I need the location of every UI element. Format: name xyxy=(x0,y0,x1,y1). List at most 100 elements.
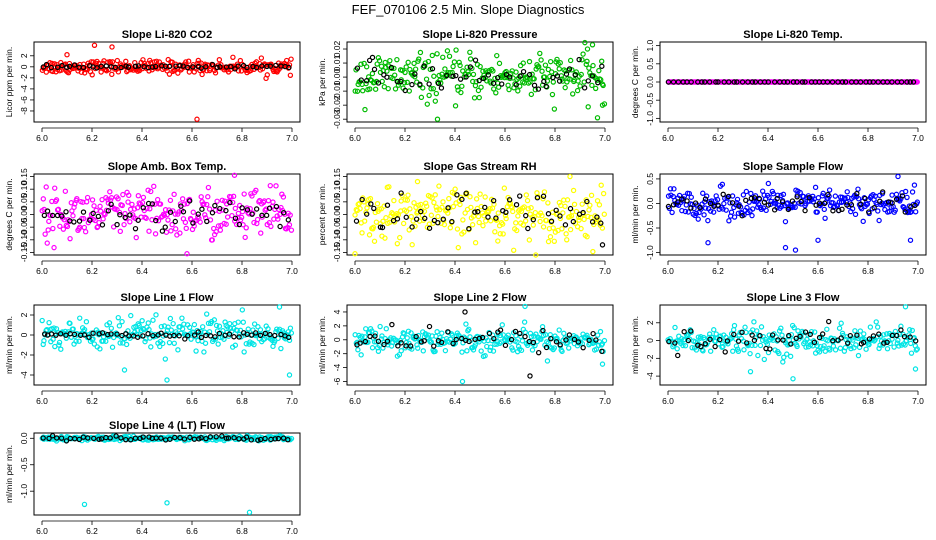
data-point xyxy=(153,58,160,64)
data-point-highlight xyxy=(98,63,104,69)
data-point xyxy=(267,182,273,189)
data-point-highlight xyxy=(181,436,188,442)
data-point-highlight xyxy=(453,72,459,79)
data-point-highlight xyxy=(223,207,229,214)
data-point-outlier xyxy=(184,251,190,257)
data-point-highlight xyxy=(665,79,672,85)
data-point-highlight xyxy=(692,200,699,206)
data-point xyxy=(494,52,500,59)
data-point xyxy=(510,208,516,215)
data-point-highlight xyxy=(46,435,52,442)
data-point-highlight xyxy=(105,208,111,214)
data-point-highlight xyxy=(485,214,491,220)
data-point-highlight xyxy=(702,196,709,202)
data-point xyxy=(562,84,568,91)
data-point-highlight xyxy=(731,331,737,338)
data-point xyxy=(212,70,219,76)
data-point-highlight xyxy=(688,79,694,85)
data-point xyxy=(787,353,794,360)
data-point-highlight xyxy=(857,79,864,85)
data-point-outlier xyxy=(705,240,711,246)
data-point-highlight xyxy=(454,192,460,198)
data-point xyxy=(108,195,115,201)
data-point xyxy=(175,347,181,353)
data-point-highlight xyxy=(177,63,183,69)
data-point-outlier xyxy=(584,46,591,52)
data-point xyxy=(490,348,497,354)
data-point xyxy=(763,207,769,214)
x-tick-label: 7.0 xyxy=(599,396,611,406)
data-point-highlight xyxy=(262,435,268,442)
data-point-highlight xyxy=(212,334,218,340)
x-tick-label: 6.6 xyxy=(186,266,198,276)
data-point xyxy=(564,79,570,85)
x-tick-label: 6.4 xyxy=(762,133,774,143)
data-point xyxy=(515,88,521,94)
data-point xyxy=(467,193,473,200)
data-point-highlight xyxy=(748,195,755,202)
data-point xyxy=(770,191,777,197)
data-point-highlight xyxy=(90,330,96,336)
data-point xyxy=(700,348,706,354)
panel-title: Slope Li-820 CO2 xyxy=(122,29,212,41)
data-point-highlight xyxy=(771,207,778,213)
data-point-outlier xyxy=(64,51,70,58)
data-point xyxy=(136,200,142,206)
data-point xyxy=(544,78,551,84)
data-point xyxy=(363,64,370,70)
data-point-highlight xyxy=(91,435,97,442)
data-point xyxy=(121,221,127,228)
data-point xyxy=(70,213,76,219)
data-point xyxy=(820,190,826,197)
data-point xyxy=(537,218,543,225)
data-point xyxy=(734,196,741,203)
data-point xyxy=(233,221,240,228)
x-tick-label: 6.0 xyxy=(36,266,48,276)
data-point xyxy=(525,206,532,212)
data-point xyxy=(478,84,484,90)
data-point xyxy=(212,336,218,342)
y-tick-label: -2 xyxy=(645,354,655,362)
data-point xyxy=(152,231,159,237)
data-point-highlight xyxy=(531,82,538,89)
data-point xyxy=(554,210,560,216)
data-point xyxy=(245,326,251,332)
data-point xyxy=(257,327,264,333)
data-point xyxy=(286,222,293,228)
data-point-highlight xyxy=(506,74,513,80)
x-tick-label: 6.6 xyxy=(812,133,824,143)
panel-title: Slope Line 2 Flow xyxy=(434,292,527,304)
data-point xyxy=(372,330,379,337)
data-point-highlight xyxy=(811,339,818,346)
data-point-highlight xyxy=(267,63,274,69)
data-point-highlight xyxy=(180,209,187,215)
data-point-highlight xyxy=(879,189,886,195)
y-tick-label: 2 xyxy=(19,53,29,58)
data-point-highlight xyxy=(480,75,487,82)
data-point-outlier xyxy=(91,42,98,49)
data-point xyxy=(464,348,470,354)
data-point xyxy=(141,326,147,333)
data-point xyxy=(359,333,365,339)
data-point xyxy=(227,325,234,331)
data-point xyxy=(409,346,415,352)
data-point xyxy=(153,312,159,318)
data-point xyxy=(140,194,147,201)
data-point-highlight xyxy=(557,213,563,219)
data-point xyxy=(705,217,711,224)
data-point xyxy=(751,319,757,325)
data-point xyxy=(51,325,57,331)
data-point xyxy=(403,208,410,215)
data-point xyxy=(214,198,220,204)
data-point xyxy=(876,217,882,224)
data-point-outlier xyxy=(895,173,901,180)
data-point-highlight xyxy=(445,205,451,211)
data-point xyxy=(219,197,225,203)
data-point xyxy=(458,89,464,96)
data-point xyxy=(355,347,361,353)
data-point-highlight xyxy=(842,79,849,85)
data-point xyxy=(580,51,586,57)
data-point-highlight xyxy=(590,330,596,337)
data-point-highlight xyxy=(104,331,111,338)
data-point xyxy=(766,194,772,200)
